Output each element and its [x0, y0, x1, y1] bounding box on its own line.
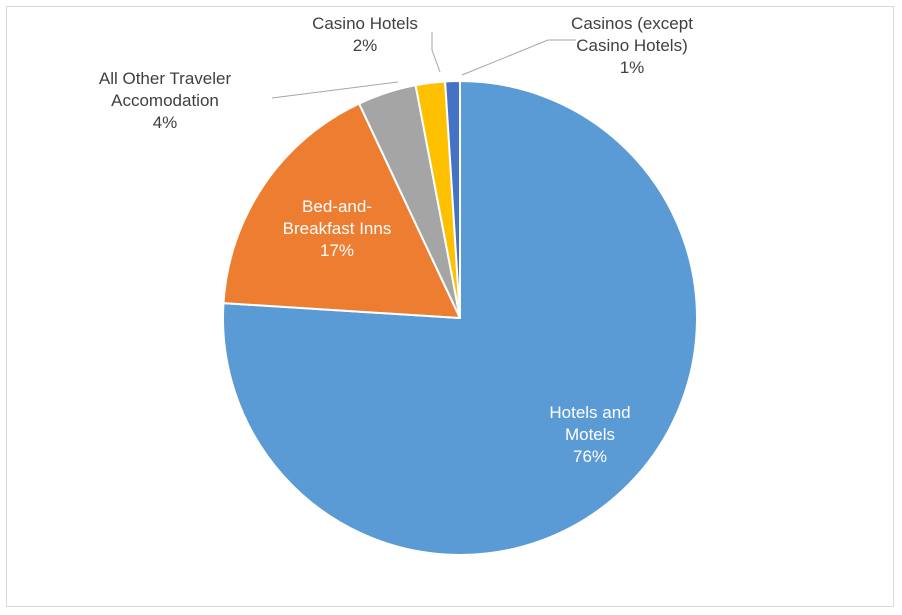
pie-slice — [222, 102, 461, 319]
data-label: Hotels and Motels 76% — [535, 402, 645, 468]
data-label: Bed-and-Breakfast Inns 17% — [272, 196, 402, 262]
category-label: Bed-and-Breakfast Inns — [282, 197, 392, 238]
leader-line — [461, 39, 576, 76]
data-label: Casinos (except Casino Hotels) 1% — [565, 13, 700, 79]
value-label: 76% — [572, 447, 608, 466]
value-label: 17% — [319, 241, 355, 260]
data-label: All Other Traveler Accomodation 4% — [80, 68, 250, 134]
value-label: 1% — [619, 58, 645, 77]
category-label: All Other Traveler Accomodation — [98, 69, 232, 110]
value-label: 2% — [352, 36, 378, 55]
category-label: Casinos (except Casino Hotels) — [571, 14, 693, 55]
leader-line — [431, 32, 441, 73]
leader-line — [271, 81, 399, 99]
value-label: 4% — [152, 113, 178, 132]
category-label: Hotels and Motels — [549, 403, 631, 444]
chart-border — [6, 6, 894, 607]
pie-slice — [222, 80, 698, 556]
category-label: Casino Hotels — [312, 14, 418, 33]
pie-slice — [444, 80, 461, 319]
data-label: Casino Hotels 2% — [290, 13, 440, 57]
